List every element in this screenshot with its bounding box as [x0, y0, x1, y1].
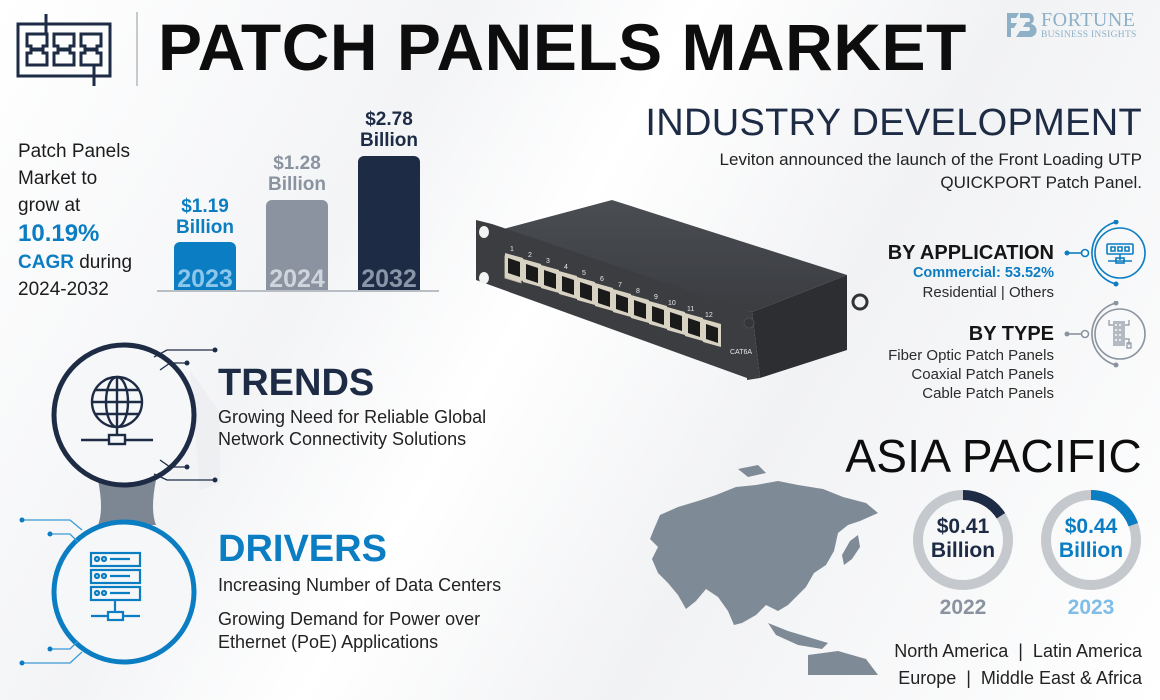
bar-year: 2024: [269, 265, 325, 290]
header-divider: [136, 12, 138, 86]
bar-unit: Billion: [175, 217, 235, 238]
segment-highlight: Commercial: 53.52%: [912, 265, 1054, 281]
svg-text:4: 4: [564, 264, 568, 271]
brand-logo: FORTUNE BUSINESS INSIGHTS: [1005, 10, 1137, 41]
donut-year: 2023: [1067, 596, 1115, 619]
svg-text:6: 6: [600, 276, 604, 283]
brand-name: FORTUNE: [1041, 9, 1136, 31]
donut-unit: Billion: [1058, 539, 1124, 562]
bar-unit: Billion: [267, 174, 327, 195]
segment-item: Coaxial Patch Panels: [911, 366, 1054, 383]
bar-2032: 2032: [358, 156, 420, 290]
svg-text:5: 5: [582, 270, 586, 277]
growth-summary: Patch Panels Market to grow at 10.19% CA…: [18, 138, 148, 303]
cagr-label: CAGR: [18, 252, 74, 273]
server-rack-icon: [89, 551, 142, 622]
svg-text:11: 11: [687, 306, 694, 313]
growth-line: Patch Panels: [18, 141, 130, 162]
patch-panel-icon: [16, 14, 112, 86]
trends-drivers-graphic: [19, 342, 220, 666]
driver-item: Growing Demand for Power over Ethernet (…: [218, 609, 481, 652]
segment-item: Fiber Optic Patch Panels: [888, 347, 1054, 364]
donut-value: $0.44 Billion: [1039, 515, 1143, 563]
donut-amount: $0.44: [1064, 515, 1118, 538]
bar-value-label: $1.19 Billion: [155, 196, 255, 238]
asia-pacific-title: ASIA PACIFIC: [845, 430, 1142, 482]
patch-panel-rack-icon: [1064, 301, 1146, 368]
market-size-bar-chart: 2023 $1.19 Billion 2024 $1.28 Billion 20…: [157, 100, 439, 292]
growth-during: during: [73, 252, 133, 273]
svg-text:12: 12: [705, 312, 713, 319]
bar-year: 2032: [361, 265, 417, 290]
drivers-title: DRIVERS: [218, 528, 387, 570]
donut-unit: Billion: [930, 539, 996, 562]
donut-ring: [1041, 490, 1141, 590]
regions-line: Europe | Middle East & Africa: [898, 668, 1142, 688]
svg-text:3: 3: [546, 258, 550, 265]
asia-pacific-2022-stat: $0.41 Billion 2022: [911, 488, 1015, 628]
asia-pacific-map: [650, 465, 878, 675]
bar-unit: Billion: [359, 130, 419, 151]
segment-by-type: BY TYPE Fiber Optic Patch Panels Coaxial…: [794, 323, 1054, 403]
bar-2024: 2024: [266, 200, 328, 290]
svg-text:10: 10: [668, 300, 676, 307]
chart-baseline: [157, 290, 439, 292]
trends-description: Growing Need for Reliable Global Network…: [218, 407, 487, 449]
growth-line: Market to: [18, 168, 98, 189]
industry-development-description: Leviton announced the launch of the Fron…: [719, 150, 1142, 192]
bar-year: 2023: [177, 265, 233, 290]
segment-item: Cable Patch Panels: [922, 385, 1054, 402]
page-title: PATCH PANELS MARKET: [158, 10, 967, 84]
cagr-value: 10.19%: [18, 220, 100, 247]
growth-line: grow at: [18, 195, 81, 216]
segment-title: BY APPLICATION: [887, 242, 1054, 264]
segment-title: BY TYPE: [968, 323, 1054, 345]
bar-amount: $1.19: [181, 196, 229, 217]
bar-amount: $2.78: [365, 109, 413, 130]
donut-amount: $0.41: [936, 515, 990, 538]
svg-text:7: 7: [618, 282, 622, 289]
network-switch-icon: [1064, 220, 1146, 287]
bar-2023: 2023: [174, 242, 236, 290]
svg-text:1: 1: [510, 246, 514, 253]
bar-value-label: $1.28 Billion: [247, 153, 347, 195]
svg-text:2: 2: [528, 252, 532, 259]
donut-value: $0.41 Billion: [911, 515, 1015, 563]
other-regions: North America | Latin America Europe | M…: [812, 638, 1142, 692]
bar-amount: $1.28: [273, 153, 321, 174]
brand-subtitle: BUSINESS INSIGHTS: [1041, 30, 1137, 40]
svg-text:CAT6A: CAT6A: [730, 349, 752, 356]
trends-title: TRENDS: [218, 362, 375, 404]
regions-line: North America | Latin America: [894, 641, 1142, 661]
globe-network-icon: [81, 375, 153, 446]
asia-pacific-2023-stat: $0.44 Billion 2023: [1039, 488, 1143, 628]
industry-development-title: INDUSTRY DEVELOPMENT: [645, 102, 1142, 144]
bar-value-label: $2.78 Billion: [339, 109, 439, 151]
growth-period: 2024-2032: [18, 279, 109, 300]
svg-text:9: 9: [654, 294, 658, 301]
segment-by-application: BY APPLICATION Commercial: 53.52% Reside…: [794, 242, 1054, 302]
driver-item: Increasing Number of Data Centers: [218, 575, 502, 595]
svg-text:8: 8: [636, 288, 640, 295]
fortune-logo-icon: [1007, 13, 1037, 38]
donut-ring: [913, 490, 1013, 590]
donut-year: 2022: [939, 596, 987, 619]
segment-others: Residential | Others: [922, 284, 1054, 301]
